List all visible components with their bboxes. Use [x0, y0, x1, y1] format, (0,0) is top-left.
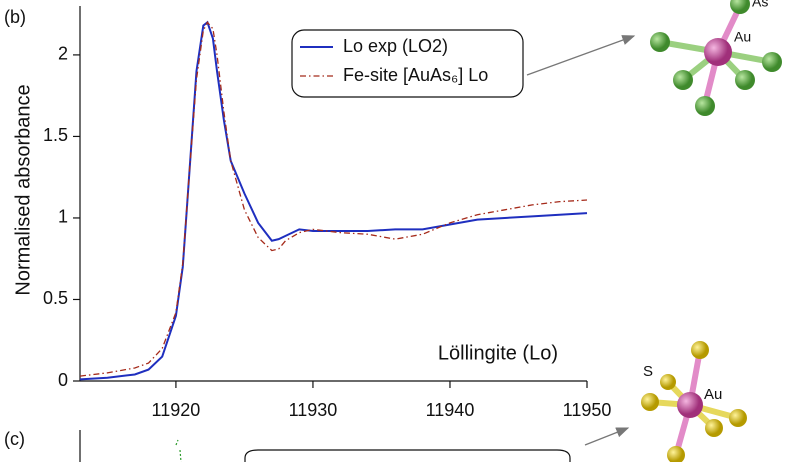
y-axis-label: Normalised absorbance — [12, 84, 34, 295]
y-tick-label: 0.5 — [43, 288, 68, 308]
molecule — [650, 0, 782, 116]
x-tick-label: 11950 — [563, 400, 612, 420]
legend-label: Fe-site [AuAs₆] Lo — [343, 65, 488, 85]
y-tick-label: 2 — [58, 44, 68, 64]
atom-label: Au — [704, 386, 722, 403]
curve-fragment — [175, 439, 182, 462]
legend-label: Lo exp (LO2) — [343, 36, 448, 56]
x-tick-label: 11930 — [289, 400, 338, 420]
y-tick-label: 1 — [58, 207, 68, 227]
molecule — [641, 341, 747, 462]
panel-label: (b) — [4, 7, 26, 27]
atom-label: As — [752, 0, 768, 10]
legend-box — [291, 29, 524, 98]
y-tick-label: 0 — [58, 370, 68, 390]
x-tick-label: 11920 — [152, 400, 201, 420]
atom-label: S — [643, 363, 653, 380]
data-line — [79, 21, 588, 377]
annotation: Löllingite (Lo) — [438, 342, 558, 364]
arrow — [526, 35, 636, 76]
atom-label: Au — [734, 29, 751, 45]
y-tick-label: 1.5 — [43, 125, 68, 145]
legend-box — [244, 449, 571, 462]
panel-label: (c) — [4, 429, 25, 449]
x-tick-label: 11940 — [426, 400, 475, 420]
arrow — [584, 427, 630, 446]
